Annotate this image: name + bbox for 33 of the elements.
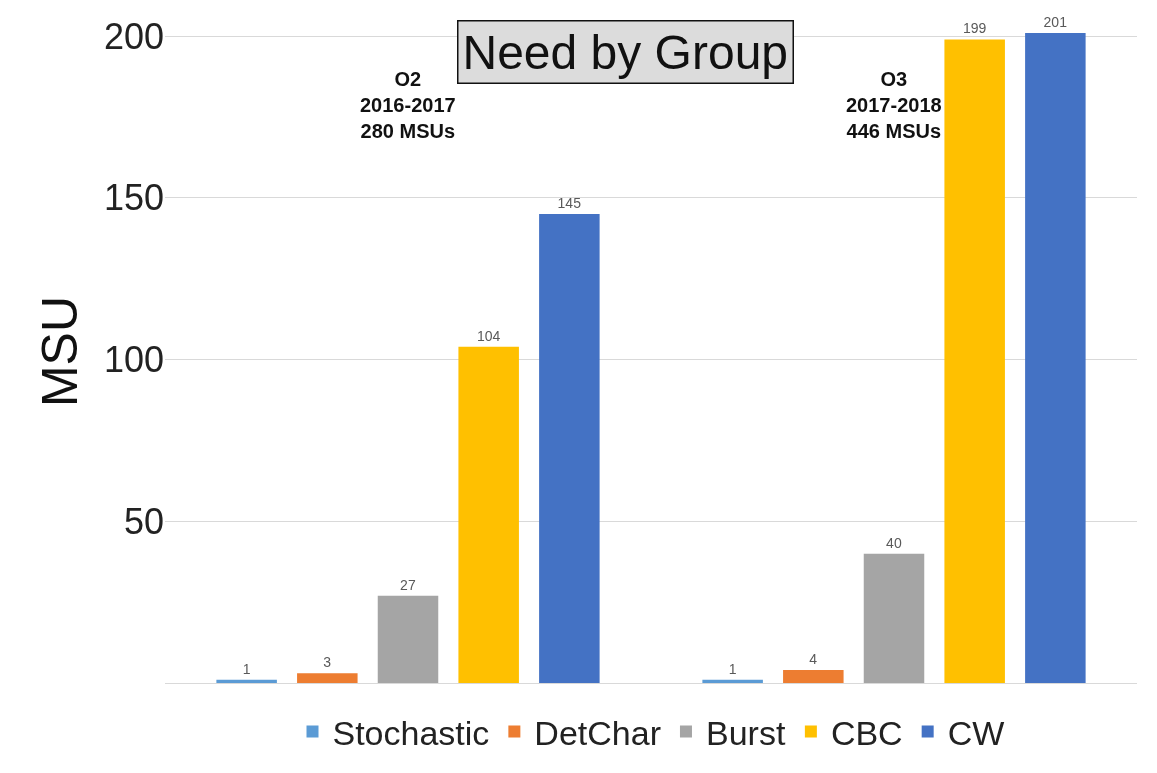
data-label: 3 [323,654,332,671]
data-label: 201 [1043,13,1068,30]
bar [944,39,1005,683]
data-label: 104 [476,327,501,344]
legend-label: Stochastic [332,713,490,752]
chart-title: Need by Group [462,25,789,79]
y-tick-label: 100 [103,339,164,381]
data-label: 145 [557,195,582,212]
y-tick-label: 50 [123,500,164,542]
y-axis-title: MSU [31,295,88,408]
bar [377,595,439,683]
legend-label: CBC [830,713,903,752]
bar [1025,32,1086,683]
y-tick-label: 150 [103,177,164,219]
legend-label: CW [947,713,1005,752]
bar [539,214,600,683]
data-label: 199 [962,20,987,37]
bar [863,553,925,683]
annotation: O2 2016-2017 280 MSUs [360,68,456,142]
bar [458,346,519,683]
annotation: O3 2017-2018 446 MSUs [846,68,942,142]
data-label: 1 [242,660,251,677]
bar [702,679,763,683]
y-tick-label: 200 [103,15,164,57]
bar [297,673,358,683]
data-label: 27 [400,576,416,593]
bar [216,679,277,683]
data-label: 40 [886,534,902,551]
legend-label: DetChar [534,713,661,752]
data-label: 1 [728,660,737,677]
bar [783,670,844,683]
legend-label: Burst [705,713,786,752]
data-label: 4 [809,651,818,668]
